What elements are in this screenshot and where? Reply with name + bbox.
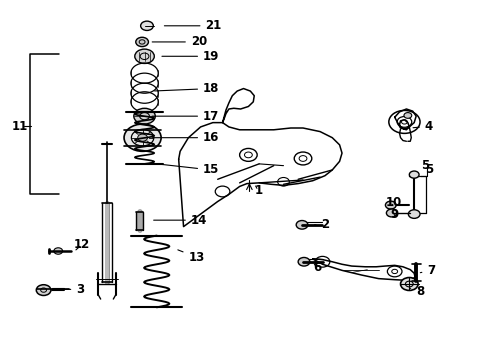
Text: 8: 8 <box>409 285 424 298</box>
Circle shape <box>136 37 148 46</box>
Text: 17: 17 <box>152 110 219 123</box>
Text: 7: 7 <box>420 264 435 277</box>
Text: 21: 21 <box>164 19 221 32</box>
Text: 16: 16 <box>152 131 219 144</box>
Circle shape <box>386 209 396 217</box>
Circle shape <box>403 113 411 118</box>
Text: 12: 12 <box>74 238 90 251</box>
Circle shape <box>407 210 419 219</box>
Circle shape <box>408 171 418 178</box>
Text: 13: 13 <box>178 250 204 264</box>
Text: 3: 3 <box>64 283 84 296</box>
Text: 11: 11 <box>11 120 28 133</box>
Circle shape <box>296 221 307 229</box>
Text: 15: 15 <box>159 163 219 176</box>
Circle shape <box>54 248 62 254</box>
Circle shape <box>36 285 51 296</box>
Circle shape <box>400 278 417 291</box>
Text: 9: 9 <box>390 208 398 221</box>
Text: 5: 5 <box>424 163 432 176</box>
Text: 4: 4 <box>412 120 432 133</box>
Text: 2: 2 <box>314 218 329 231</box>
Text: 18: 18 <box>154 82 219 95</box>
Circle shape <box>138 134 147 141</box>
Circle shape <box>385 201 395 209</box>
Circle shape <box>298 257 309 266</box>
Text: 1: 1 <box>254 184 262 197</box>
Circle shape <box>134 108 155 124</box>
Text: 19: 19 <box>162 50 219 63</box>
Text: 5: 5 <box>420 159 428 172</box>
Circle shape <box>141 21 153 31</box>
Text: 6: 6 <box>312 261 320 274</box>
Text: 14: 14 <box>153 214 207 227</box>
Text: 20: 20 <box>152 35 207 49</box>
Text: 10: 10 <box>385 196 401 209</box>
Circle shape <box>124 124 161 151</box>
Circle shape <box>135 49 154 63</box>
